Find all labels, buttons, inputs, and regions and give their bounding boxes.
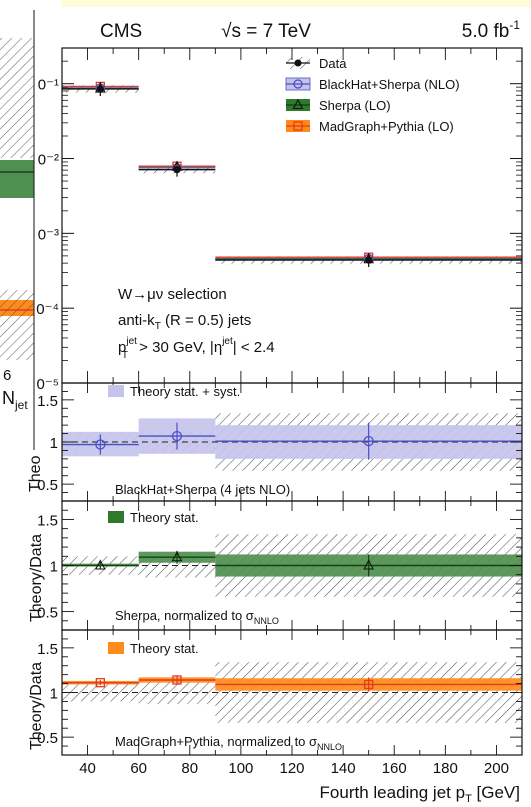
annotation-cuts: pjet T > 30 GeV, |ηjet| < 2.4: [118, 336, 275, 361]
ratio-y-tick-label: 0.5: [37, 730, 58, 747]
ratio-y-tick-label: 1: [50, 559, 58, 576]
top-highlight-strip: [62, 0, 531, 7]
ratio-marker: [363, 559, 374, 570]
ratio-blackhat-legend-swatch: [108, 385, 124, 397]
left-fragment-hatch-bottom: [0, 290, 34, 360]
legend-sherpa: Sherpa (LO): [286, 98, 391, 113]
left-fragment-label-num: 6: [3, 367, 11, 384]
x-axis-title: Fourth leading jet pT [GeV]: [320, 783, 520, 805]
ratio-sherpa-legend: Theory stat.: [108, 510, 199, 525]
ratio-marker: [171, 430, 183, 442]
ratio-marker: [364, 679, 374, 690]
main-frame: [61, 47, 523, 384]
ratio-sherpa-legend-label: Theory stat.: [130, 510, 199, 525]
data-point: [96, 85, 104, 93]
ratio-marker: [95, 678, 105, 688]
data-point: [365, 256, 373, 264]
left-fragment-label-n: Njet: [2, 388, 28, 412]
annotation-jets: anti-kT (R = 0.5) jets: [118, 312, 251, 332]
main-y-tick-labels: 0⁻¹ 0⁻² 0⁻³ 0⁻⁴ 0⁻⁵: [36, 77, 59, 393]
data-point: [173, 166, 181, 174]
ratio-panel-blackhat: 1.5 1 0.5 Theory stat. + syst. BlackHat+Sh…: [37, 383, 523, 501]
ratio-y-tick-label: 0.5: [37, 605, 58, 622]
x-tick-label: 120: [279, 760, 304, 777]
ratio-madgraph-content: [62, 662, 522, 723]
ratio-madgraph-frame: [61, 629, 523, 756]
x-tick-label: 80: [181, 760, 198, 777]
main-y-tick-label: 0⁻²: [38, 152, 59, 169]
legend-madgraph-label: MadGraph+Pythia (LO): [319, 119, 454, 134]
x-tick-labels: 40 60 80 100 120 140 160 180 200: [79, 760, 509, 777]
energy-label: √s = 7 TeV: [221, 21, 311, 42]
experiment-label: CMS: [100, 21, 142, 42]
left-fragment-green-band: [0, 160, 34, 198]
ratio-y-tick-label: 1.5: [37, 641, 58, 658]
ratio-madgraph-ticks: 1.5 1 0.5: [37, 630, 523, 755]
ratio-blackhat-content: [62, 413, 522, 471]
ratio-madgraph-caption: MadGraph+Pythia, normalized to σNNLO: [115, 734, 342, 752]
ratio-madgraph-ylabel: Theory/Data: [28, 662, 45, 750]
data-uncertainty-hatch: [62, 683, 139, 702]
ratio-marker: [363, 436, 374, 447]
ratio-sherpa-content: [62, 534, 522, 597]
ratio-blackhat-legend-label: Theory stat. + syst.: [130, 384, 240, 399]
annotation-selection: W→μν selection: [118, 286, 227, 303]
ratio-marker: [95, 439, 106, 450]
ratio-blackhat-ticks: 1.5 1 0.5: [37, 383, 523, 501]
main-y-tick-label: 0⁻³: [38, 226, 59, 243]
ratio-blackhat-caption: BlackHat+Sherpa (4 jets NLO): [115, 482, 290, 497]
ratio-madgraph-legend-swatch: [108, 642, 124, 654]
ratio-y-tick-label: 1.5: [37, 512, 58, 529]
main-ticks: [62, 48, 523, 384]
main-panel: 0⁻¹ 0⁻² 0⁻³ 0⁻⁴ 0⁻⁵ Data BlackHat+Sherpa (NL…: [36, 48, 523, 393]
x-tick-label: 140: [331, 760, 356, 777]
main-series: [62, 81, 522, 268]
left-fragment: 6 Njet Theo: [0, 10, 44, 492]
ratio-madgraph-legend-label: Theory stat.: [130, 641, 199, 656]
x-tick-label: 200: [484, 760, 509, 777]
ratio-panel-madgraph: 1.5 1 0.5 Theory stat. MadGraph+Pythia, no…: [28, 630, 523, 755]
ratio-y-tick-label: 1: [50, 686, 58, 703]
ratio-marker: [95, 559, 106, 570]
legend-madgraph: MadGraph+Pythia (LO): [286, 119, 454, 134]
ratio-panel-sherpa: 1.5 1 0.5 Theory stat. Sherpa, normalized …: [28, 501, 523, 630]
x-tick-label: 180: [433, 760, 458, 777]
ratio-sherpa-caption: Sherpa, normalized to σNNLO: [115, 608, 279, 626]
main-y-tick-label: 0⁻⁴: [36, 301, 59, 318]
ratio-madgraph-legend: Theory stat.: [108, 641, 199, 656]
ratio-y-tick-label: 1: [50, 435, 58, 452]
left-fragment-hatch-top: [0, 38, 34, 158]
ratio-y-tick-label: 0.5: [37, 477, 58, 494]
x-tick-label: 40: [79, 760, 96, 777]
x-tick-label: 160: [382, 760, 407, 777]
luminosity-label: 5.0 fb-1: [462, 18, 521, 42]
selection-annotations: W→μν selection anti-kT (R = 0.5) jets pj…: [118, 286, 275, 361]
legend-data: Data: [286, 56, 347, 71]
main-y-tick-label: 0⁻¹: [38, 77, 59, 94]
legend-blackhat: BlackHat+Sherpa (NLO): [285, 77, 460, 92]
x-tick-label: 60: [130, 760, 147, 777]
ratio-sherpa-ylabel: Theory/Data: [28, 534, 45, 622]
legend-blackhat-label: BlackHat+Sherpa (NLO): [319, 77, 460, 92]
ratio-marker: [171, 551, 183, 562]
x-tick-label: 100: [228, 760, 253, 777]
legend-data-label: Data: [319, 56, 347, 71]
ratio-marker: [172, 675, 182, 685]
ratio-sherpa-legend-swatch: [108, 511, 124, 523]
left-fragment-axis-label: Theo: [27, 455, 44, 492]
legend-sherpa-label: Sherpa (LO): [319, 98, 391, 113]
ratio-y-tick-label: 1.5: [37, 393, 58, 410]
main-y-tick-label: 0⁻⁵: [37, 376, 59, 393]
main-legend: Data BlackHat+Sherpa (NLO) Sherpa (LO) M…: [285, 56, 460, 134]
ratio-blackhat-legend: Theory stat. + syst.: [108, 384, 240, 399]
